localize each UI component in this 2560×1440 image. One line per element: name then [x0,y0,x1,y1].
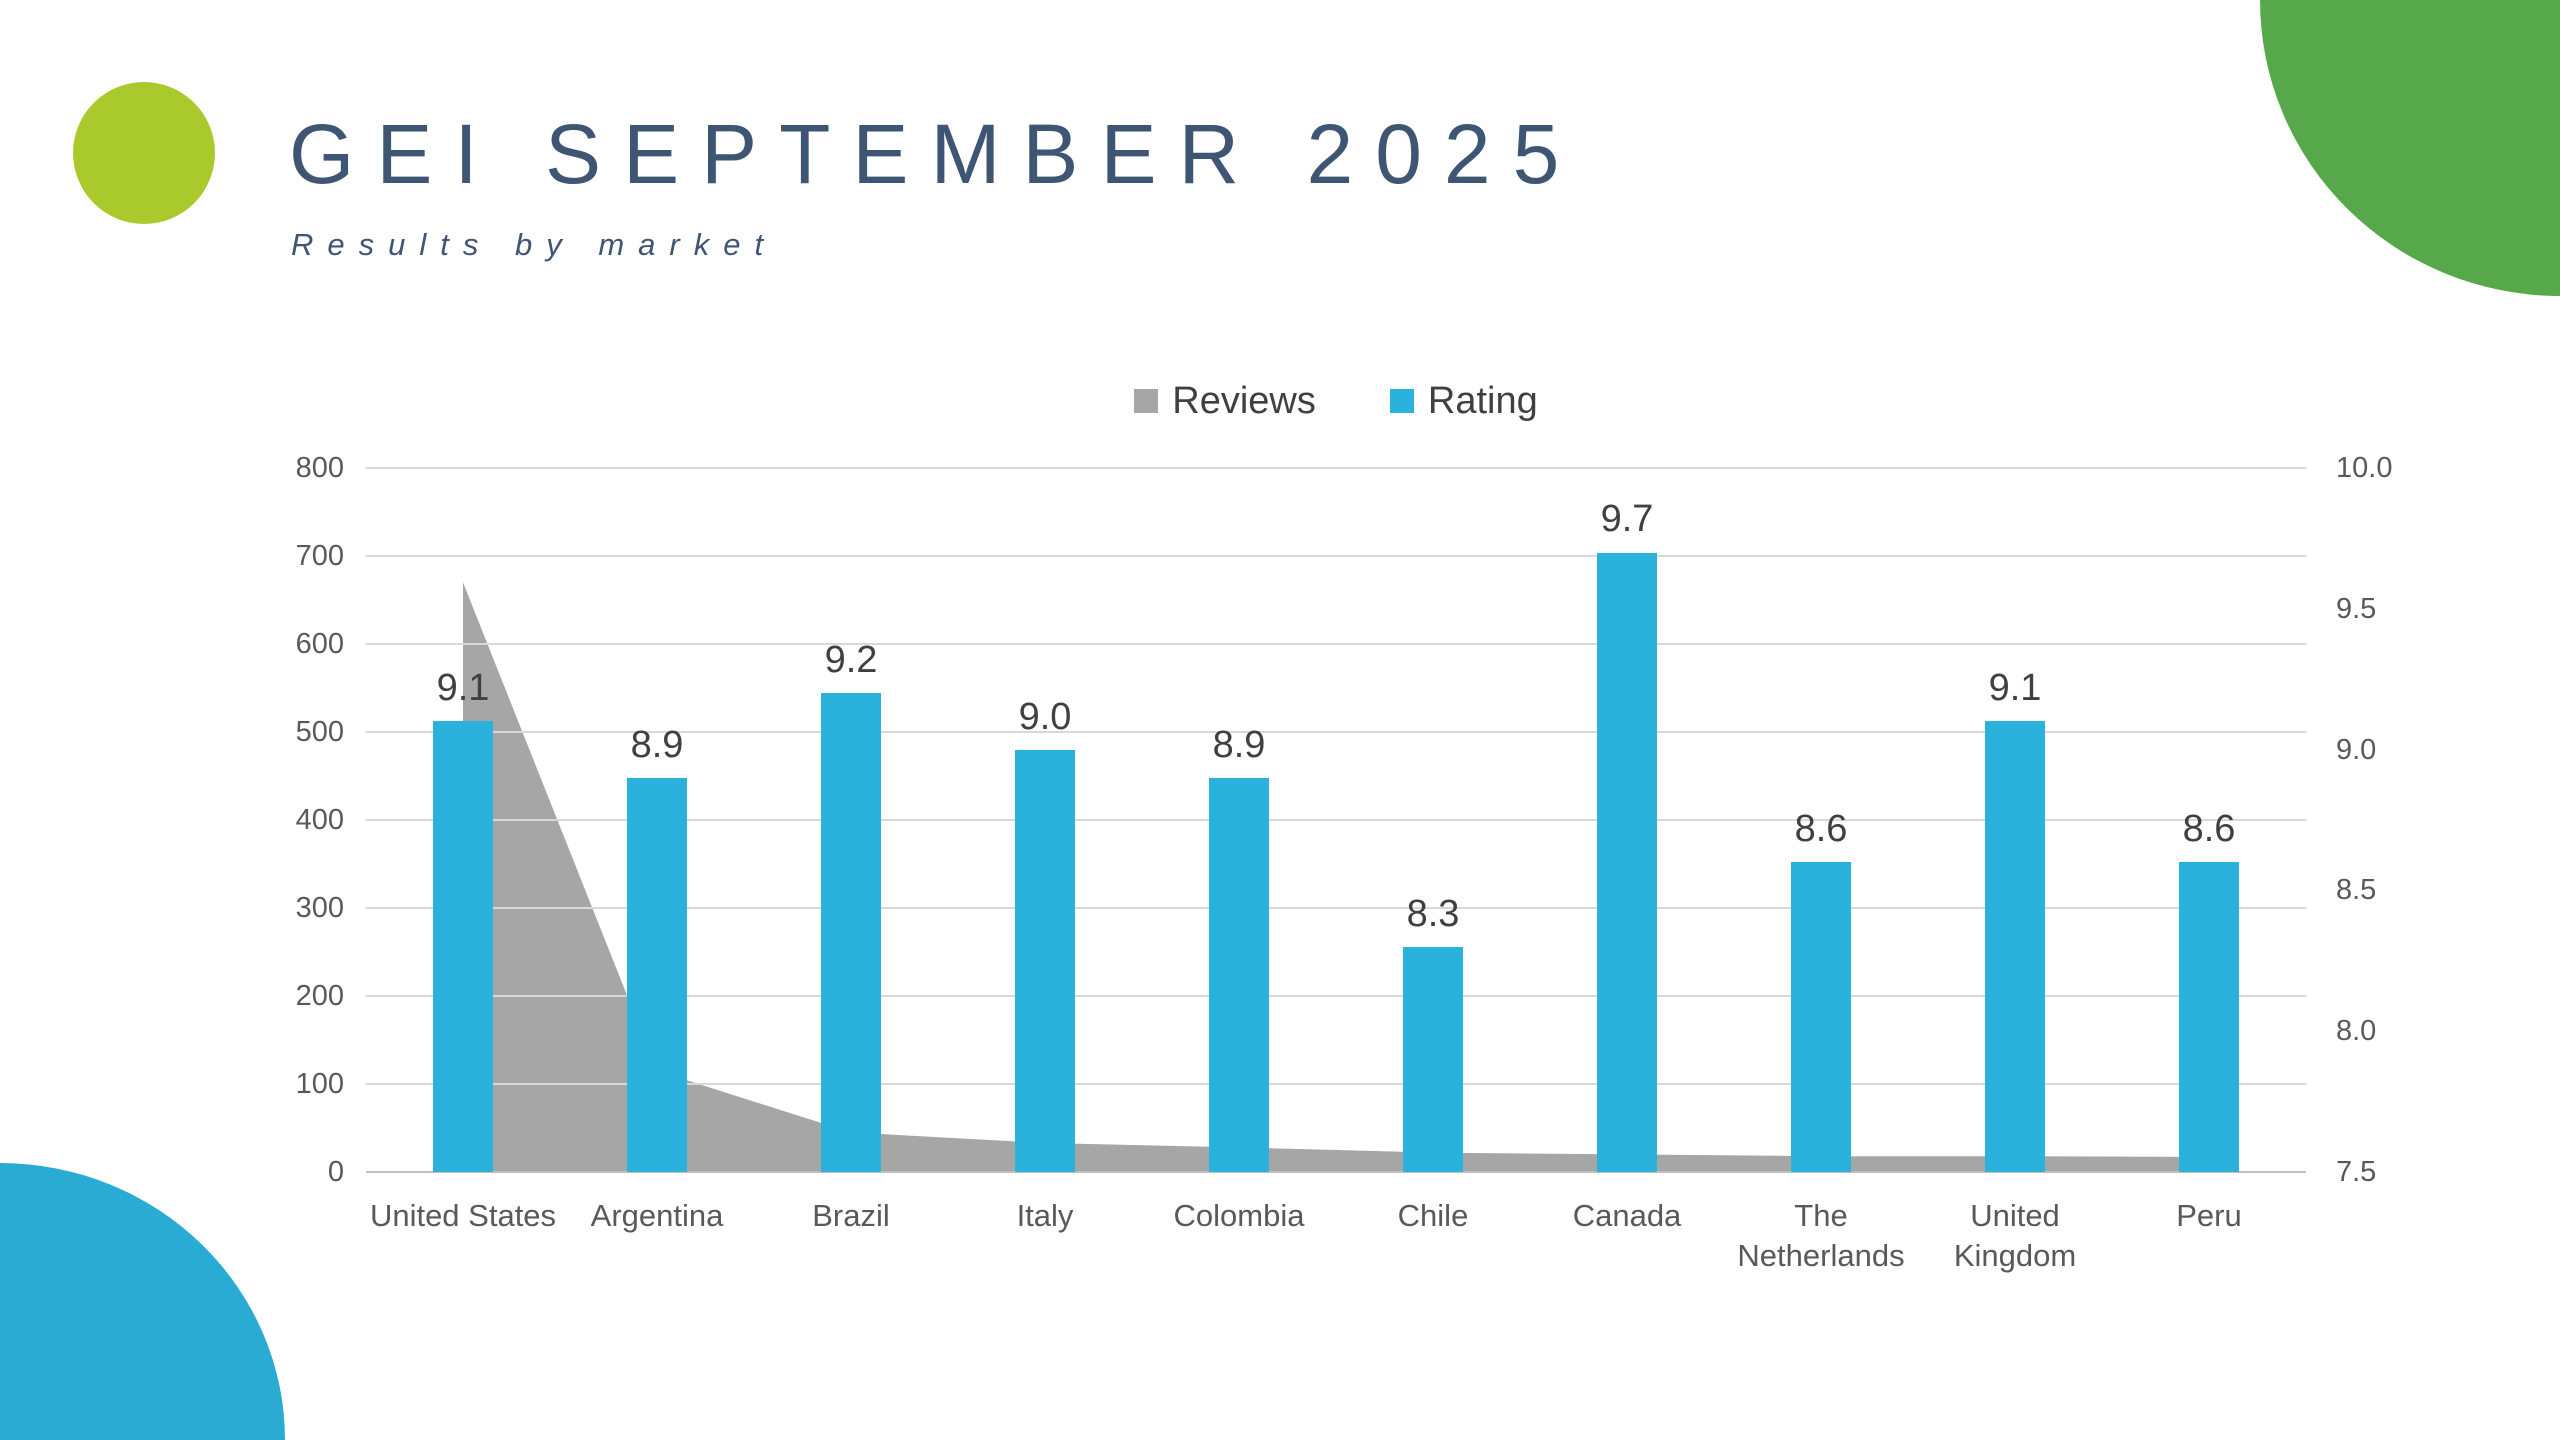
legend-item-rating: Rating [1389,380,1538,422]
right-axis-tick: 7.5 [2336,1156,2377,1188]
left-axis-tick: 800 [295,452,344,484]
gridline [366,907,2306,909]
x-axis-label-the-netherlands: The Netherlands [1737,1198,1905,1273]
rating-data-label: 9.1 [436,667,490,710]
reviews-swatch-icon [1134,389,1159,413]
x-axis-baseline [366,1171,2306,1173]
rating-data-label: 9.1 [1988,667,2042,710]
rating-data-label: 8.9 [1212,723,1266,766]
x-axis-label-brazil: Brazil [812,1198,890,1233]
left-axis-tick: 100 [295,1068,344,1100]
x-axis-label-chile: Chile [1397,1198,1469,1233]
rating-bar-united-states [433,721,493,1172]
lime-accent-circle [73,82,215,224]
rating-data-label: 8.3 [1406,892,1460,935]
rating-swatch-icon [1389,389,1414,413]
rating-bar-argentina [627,777,687,1172]
gridline [366,995,2306,997]
legend-item-reviews: Reviews [1134,382,1316,420]
gridline [366,731,2306,733]
left-axis-tick: 700 [295,540,344,572]
rating-data-label: 8.6 [1794,808,1848,851]
rating-bar-italy [1015,749,1075,1172]
page-subtitle: Results by market [291,227,778,262]
x-axis-label-colombia: Colombia [1173,1198,1305,1233]
green-corner-shape [2260,0,2560,296]
left-axis-tick: 200 [295,980,344,1012]
right-axis-tick: 10.0 [2336,452,2393,484]
right-axis-tick: 9.0 [2336,733,2377,766]
gridline [366,467,2306,469]
legend-label: Reviews [1172,380,1316,422]
blue-corner-shape [0,1163,285,1440]
page-title: GEI SEPTEMBER 2025 [289,107,1582,201]
x-axis-label-peru: Peru [2176,1198,2242,1233]
x-axis-label-united-kingdom: United Kingdom [1953,1198,2077,1273]
rating-data-label: 8.9 [630,723,684,766]
x-axis-label-argentina: Argentina [590,1198,724,1233]
left-axis-tick: 500 [295,716,344,748]
left-axis-tick: 300 [295,892,344,924]
gridline [366,555,2306,557]
left-axis-tick: 0 [327,1156,344,1188]
right-axis-tick: 8.0 [2336,1015,2377,1048]
rating-data-label: 9.2 [824,639,878,682]
rating-data-label: 9.7 [1600,498,1654,541]
rating-data-label: 8.6 [2182,808,2236,851]
x-axis-label-canada: Canada [1572,1198,1682,1233]
rating-bar-united-kingdom [1985,721,2045,1172]
left-axis-tick: 600 [295,628,344,660]
legend-label: Rating [1427,380,1538,422]
x-axis-label-united-states: United States [369,1198,557,1233]
chart-legend: Reviews Rating [366,382,2306,420]
rating-bar-the-netherlands [1791,862,1851,1172]
chart-plot-area: 9.1 8.9 9.2 9.0 8.9 8.3 9.7 8.6 9.1 8.6 [366,467,2306,1173]
rating-bar-peru [2179,862,2239,1172]
rating-bar-colombia [1209,777,1269,1172]
gridline [366,819,2306,821]
rating-bar-chile [1403,946,1463,1172]
left-axis-tick: 400 [295,804,344,836]
rating-bar-brazil [821,693,881,1172]
right-axis-tick: 8.5 [2336,874,2377,907]
right-axis-tick: 9.5 [2336,592,2377,625]
rating-bar-canada [1597,552,1657,1172]
gridline [366,1083,2306,1085]
gridline [366,643,2306,645]
x-axis-label-italy: Italy [1016,1198,1074,1233]
rating-data-label: 9.0 [1018,695,1072,738]
